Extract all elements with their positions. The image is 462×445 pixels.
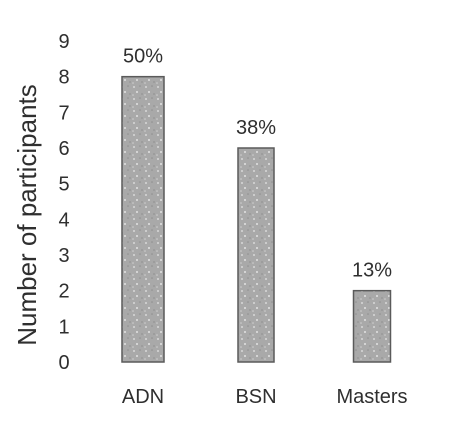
y-tick-label: 3 <box>58 245 69 267</box>
bar-masters <box>352 289 392 363</box>
x-category-label: ADN <box>122 386 164 408</box>
bar-adn <box>121 75 165 363</box>
y-tick-label: 7 <box>58 102 69 124</box>
bar-data-labels: 50% 38% 13% <box>123 46 392 282</box>
bar-data-label: 38% <box>236 117 276 139</box>
y-tick-label: 9 <box>58 31 69 53</box>
bar-data-label: 50% <box>123 46 163 68</box>
y-tick-label: 0 <box>58 352 69 374</box>
y-axis-ticks: 0 1 2 3 4 5 6 7 8 9 <box>58 31 69 374</box>
y-tick-label: 6 <box>58 138 69 160</box>
x-axis-labels: ADN BSN Masters <box>122 386 408 408</box>
y-tick-label: 4 <box>58 209 69 231</box>
x-category-label: BSN <box>235 386 276 408</box>
bar-bsn <box>237 147 275 363</box>
x-category-label: Masters <box>336 386 407 408</box>
y-tick-label: 1 <box>58 316 69 338</box>
y-tick-label: 8 <box>58 67 69 89</box>
bars <box>121 75 392 363</box>
bar-data-label: 13% <box>352 260 392 282</box>
y-axis-title: Number of participants <box>12 84 42 346</box>
y-tick-label: 5 <box>58 174 69 196</box>
y-tick-label: 2 <box>58 281 69 303</box>
